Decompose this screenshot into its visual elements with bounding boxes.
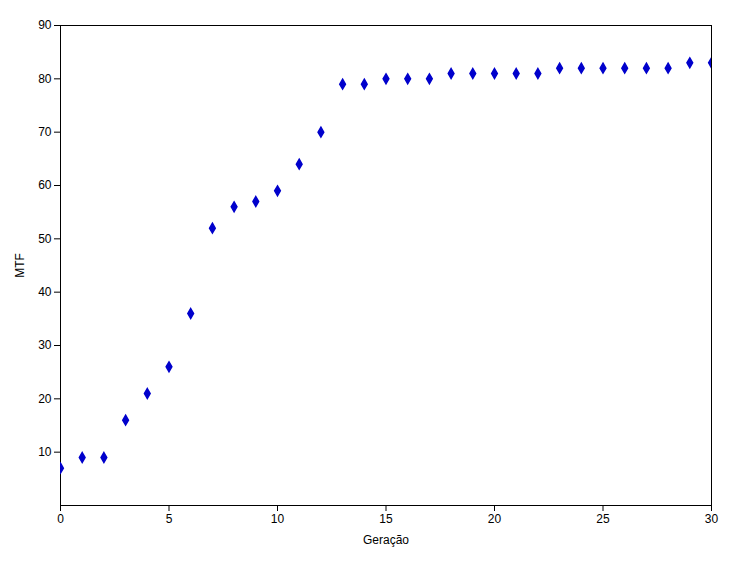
svg-text:90: 90 [38, 18, 52, 32]
svg-text:60: 60 [38, 178, 52, 192]
svg-text:MTF: MTF [13, 253, 27, 278]
svg-text:80: 80 [38, 72, 52, 86]
svg-text:10: 10 [271, 512, 285, 526]
svg-text:40: 40 [38, 285, 52, 299]
svg-text:20: 20 [488, 512, 502, 526]
svg-text:Geração: Geração [363, 533, 409, 547]
svg-text:5: 5 [166, 512, 173, 526]
svg-text:30: 30 [38, 338, 52, 352]
svg-text:15: 15 [379, 512, 393, 526]
svg-text:20: 20 [38, 392, 52, 406]
svg-text:50: 50 [38, 232, 52, 246]
svg-text:25: 25 [596, 512, 610, 526]
svg-text:0: 0 [57, 512, 64, 526]
svg-text:70: 70 [38, 125, 52, 139]
svg-text:10: 10 [38, 445, 52, 459]
svg-text:30: 30 [705, 512, 719, 526]
